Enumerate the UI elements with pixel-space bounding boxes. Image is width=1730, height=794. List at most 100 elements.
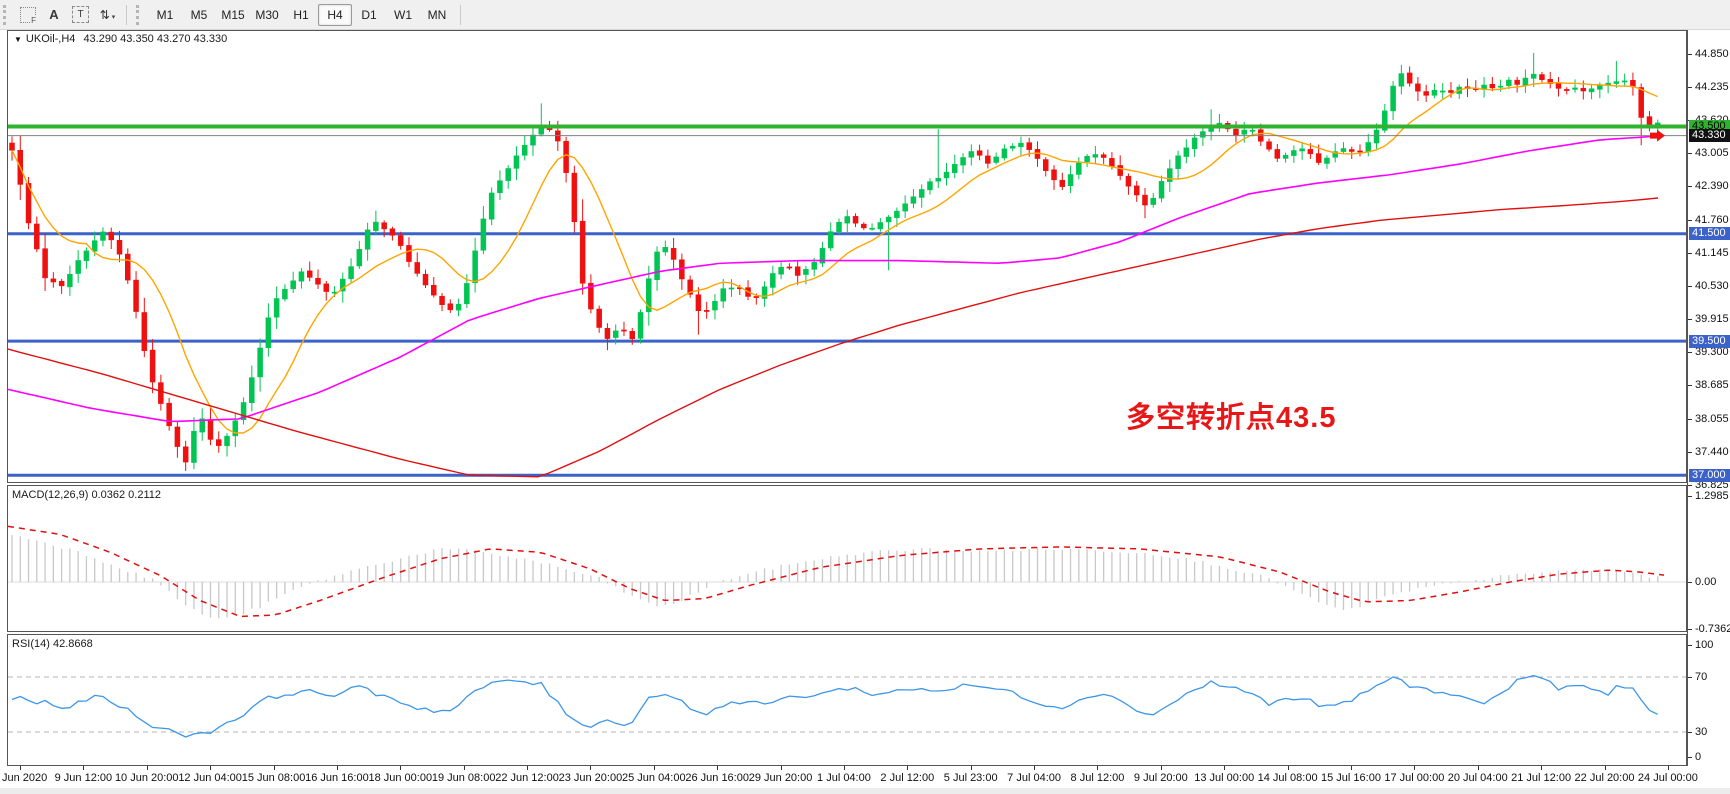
time-tick [210, 766, 212, 770]
price-tick [1688, 318, 1692, 320]
time-axis-label: 15 Jun 08:00 [241, 772, 306, 784]
time-tick [1350, 766, 1352, 770]
time-tick [20, 766, 21, 770]
text-label-button[interactable]: A [41, 4, 67, 26]
time-tick [1224, 766, 1226, 770]
time-tick [1667, 766, 1669, 770]
time-axis-label: 15 Jul 16:00 [1321, 772, 1381, 784]
time-tick [717, 766, 719, 770]
time-axis-label: 17 Jul 00:00 [1384, 772, 1445, 784]
time-axis-label: 23 Jun 20:00 [558, 772, 623, 784]
price-tick [1688, 252, 1692, 254]
dotted-frame-icon: F [20, 6, 36, 25]
timeframe-m30-button[interactable]: M30 [255, 7, 279, 22]
price-axis[interactable]: 44.85044.23543.62043.00542.39041.76041.1… [1687, 30, 1730, 766]
time-axis-label: 19 Jun 08:00 [431, 772, 496, 784]
price-level-label: 41.500 [1689, 227, 1730, 241]
toolbar-separator [126, 4, 127, 25]
macd-axis-label: 1.2985 [1695, 490, 1729, 502]
toolbar-drag-handle[interactable] [3, 4, 10, 25]
price-chart[interactable] [7, 30, 1687, 483]
price-tick [1688, 645, 1692, 646]
time-tick [527, 766, 529, 770]
time-axis-label: 2 Jul 12:00 [880, 772, 935, 784]
time-tick [336, 766, 338, 770]
price-axis-label: 39.300 [1695, 345, 1729, 358]
text-box-button[interactable]: T [67, 4, 94, 26]
time-axis-label: 9 Jul 20:00 [1133, 772, 1188, 784]
timeframe-mn-button[interactable]: MN [427, 7, 447, 22]
macd-indicator-pane[interactable] [7, 485, 1687, 632]
price-axis-label: 38.685 [1695, 378, 1729, 391]
time-axis-label: 13 Jul 00:00 [1194, 772, 1255, 784]
annotation-text[interactable]: 多空转折点43.5 [1126, 402, 1337, 434]
time-tick [1477, 766, 1479, 770]
rsi-axis-label: 0 [1695, 751, 1702, 763]
price-axis-label: 37.440 [1695, 445, 1729, 458]
price-tick [1688, 451, 1692, 453]
price-tick [1688, 285, 1692, 287]
dotted-frame-button[interactable]: F [15, 4, 41, 26]
macd-label: MACD(12,26,9) 0.0362 0.2112 [12, 489, 162, 501]
timeframe-m15-button[interactable]: M15 [221, 7, 245, 22]
time-axis-label: 25 Jun 04:00 [621, 772, 686, 784]
text-label-icon: A [49, 7, 59, 22]
time-tick [463, 766, 465, 770]
symbol-label: UKOil-,H4 [25, 33, 76, 45]
time-axis-label: 26 Jun 16:00 [685, 772, 749, 784]
window-bottom-band [0, 788, 1730, 794]
ohlc-close: 43.330 [193, 33, 228, 45]
time-axis-label: 14 Jul 08:00 [1257, 772, 1318, 784]
price-axis-label: 42.390 [1695, 180, 1729, 192]
price-tick [1688, 153, 1692, 154]
time-axis-label: 9 Jun 12:00 [54, 772, 113, 784]
timeframe-w1-button[interactable]: W1 [394, 7, 412, 22]
rsi-axis-label: 30 [1695, 726, 1708, 738]
time-axis-label: 12 Jun 04:00 [178, 772, 242, 784]
ohlc-high: 43.350 [120, 33, 154, 45]
dropdown-caret-icon[interactable]: ▾ [111, 13, 115, 21]
arrows-button[interactable]: ⇅ ▾ [94, 4, 120, 26]
time-tick [273, 766, 275, 770]
symbol-dropdown-caret-icon[interactable]: ▼ [14, 35, 22, 44]
timeframe-d1-button[interactable]: D1 [361, 7, 377, 22]
time-tick [1287, 766, 1289, 770]
time-tick [843, 766, 845, 770]
time-axis-label: 5 Jul 23:00 [943, 772, 998, 784]
price-level-label: 37.000 [1689, 468, 1730, 482]
price-level-label: 43.330 [1689, 129, 1730, 143]
chart-title: ▼ UKOil-,H4 43.290 43.350 43.270 43.330 [14, 33, 227, 45]
price-tick [1688, 418, 1692, 420]
macd-axis-label: -0.7362 [1695, 623, 1730, 635]
price-axis-label: 38.055 [1695, 412, 1729, 425]
arrows-icon: ⇅ ▾ [99, 7, 115, 22]
rsi-indicator-pane[interactable] [7, 634, 1687, 766]
time-tick [1160, 766, 1162, 770]
time-tick [1414, 766, 1416, 770]
rsi-axis-label: 100 [1695, 639, 1714, 651]
timeframe-h4-button[interactable]: H4 [318, 3, 352, 26]
timeframe-drag-handle[interactable] [136, 4, 143, 25]
timeframe-m5-button[interactable]: M5 [190, 7, 208, 22]
time-axis-label: 22 Jul 20:00 [1574, 772, 1635, 784]
time-axis-label: 22 Jun 12:00 [495, 772, 559, 784]
toolbar: F A T ⇅ ▾ M1 M5 M15 M30 H1 H4 D1 W1 MN [0, 0, 1730, 30]
price-tick [1688, 384, 1692, 386]
rsi-axis-label: 70 [1695, 671, 1708, 683]
timeframe-h1-button[interactable]: H1 [293, 7, 309, 22]
price-axis-label: 41.760 [1695, 213, 1729, 226]
time-axis-label: 8 Jul 12:00 [1070, 772, 1125, 784]
price-axis-label: 44.235 [1695, 81, 1729, 93]
time-tick [1604, 766, 1606, 770]
timeframe-m1-button[interactable]: M1 [156, 7, 174, 22]
price-axis-label: 41.145 [1695, 246, 1729, 259]
price-tick [1688, 732, 1692, 733]
price-tick [1688, 629, 1692, 630]
time-axis-label: 29 Jun 20:00 [748, 772, 813, 784]
macd-axis-label: 0.00 [1695, 576, 1717, 588]
price-axis-label: 43.005 [1695, 147, 1729, 159]
macd-values: 0.0362 0.2112 [91, 489, 162, 501]
price-tick [1688, 351, 1692, 353]
time-axis-label: 21 Jul 12:00 [1511, 772, 1572, 784]
